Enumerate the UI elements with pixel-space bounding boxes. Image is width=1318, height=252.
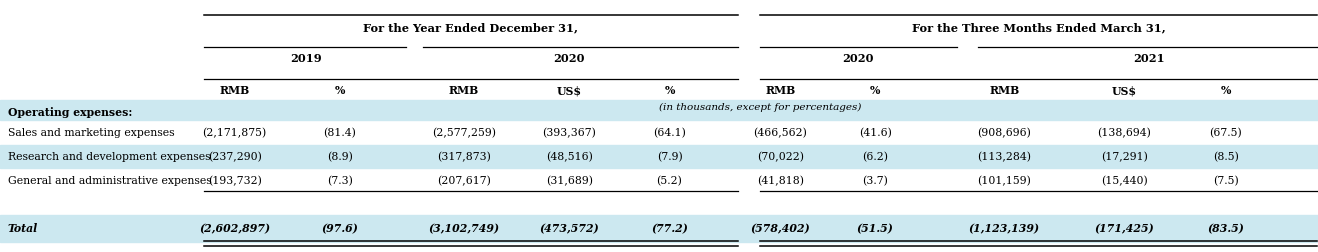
Text: (2,171,875): (2,171,875): [203, 128, 266, 138]
Text: RMB: RMB: [990, 85, 1019, 97]
Text: (193,732): (193,732): [208, 176, 261, 186]
Text: Sales and marketing expenses: Sales and marketing expenses: [8, 128, 174, 138]
Text: (2,602,897): (2,602,897): [199, 224, 270, 235]
Text: (7.9): (7.9): [656, 152, 683, 162]
Text: %: %: [335, 85, 345, 97]
Text: 2019: 2019: [290, 52, 322, 64]
Bar: [0, 215, 1318, 242]
Text: (3.7): (3.7): [862, 176, 888, 186]
Text: General and administrative expenses: General and administrative expenses: [8, 176, 212, 186]
Text: For the Year Ended December 31,: For the Year Ended December 31,: [362, 22, 579, 34]
Text: (64.1): (64.1): [654, 128, 685, 138]
Text: (97.6): (97.6): [322, 224, 358, 235]
Text: (8.5): (8.5): [1213, 152, 1239, 162]
Text: US$: US$: [1112, 85, 1136, 97]
Text: (1,123,139): (1,123,139): [969, 224, 1040, 235]
Text: (70,022): (70,022): [757, 152, 804, 162]
Text: Research and development expenses: Research and development expenses: [8, 152, 211, 162]
Text: (48,516): (48,516): [546, 152, 593, 162]
Text: 2021: 2021: [1133, 52, 1165, 64]
Text: (237,290): (237,290): [208, 152, 261, 162]
Text: (41.6): (41.6): [859, 128, 891, 138]
Text: (7.3): (7.3): [327, 176, 353, 186]
Text: %: %: [1220, 85, 1231, 97]
Text: RMB: RMB: [449, 85, 478, 97]
Text: (473,572): (473,572): [539, 224, 600, 235]
Text: (in thousands, except for percentages): (in thousands, except for percentages): [659, 102, 862, 112]
Text: Operating expenses:: Operating expenses:: [8, 107, 132, 117]
Text: (207,617): (207,617): [438, 176, 490, 186]
Text: RMB: RMB: [220, 85, 249, 97]
Text: %: %: [664, 85, 675, 97]
Text: US$: US$: [558, 85, 581, 97]
Text: (67.5): (67.5): [1210, 128, 1242, 138]
Text: (15,440): (15,440): [1101, 176, 1148, 186]
Text: (466,562): (466,562): [754, 128, 807, 138]
Text: (77.2): (77.2): [651, 224, 688, 235]
Text: (578,402): (578,402): [750, 224, 811, 235]
Text: For the Three Months Ended March 31,: For the Three Months Ended March 31,: [912, 22, 1165, 34]
Text: (83.5): (83.5): [1207, 224, 1244, 235]
Text: (6.2): (6.2): [862, 152, 888, 162]
Text: (908,696): (908,696): [978, 128, 1031, 138]
Text: (51.5): (51.5): [857, 224, 894, 235]
Text: (81.4): (81.4): [324, 128, 356, 138]
Text: 2020: 2020: [842, 52, 874, 64]
Text: (3,102,749): (3,102,749): [428, 224, 500, 235]
Text: (393,367): (393,367): [543, 128, 596, 138]
Text: (41,818): (41,818): [757, 176, 804, 186]
Text: (138,694): (138,694): [1098, 128, 1151, 138]
Text: (31,689): (31,689): [546, 176, 593, 186]
Text: (113,284): (113,284): [978, 152, 1031, 162]
Text: RMB: RMB: [766, 85, 795, 97]
Text: %: %: [870, 85, 880, 97]
Text: (17,291): (17,291): [1101, 152, 1148, 162]
Text: (101,159): (101,159): [978, 176, 1031, 186]
Text: (317,873): (317,873): [438, 152, 490, 162]
Text: (8.9): (8.9): [327, 152, 353, 162]
Text: (2,577,259): (2,577,259): [432, 128, 496, 138]
Bar: [0, 100, 1318, 120]
Text: (7.5): (7.5): [1213, 176, 1239, 186]
Text: 2020: 2020: [554, 52, 585, 64]
Text: (171,425): (171,425): [1094, 224, 1155, 235]
Text: (5.2): (5.2): [656, 176, 683, 186]
Bar: [0, 145, 1318, 168]
Text: Total: Total: [8, 224, 38, 235]
